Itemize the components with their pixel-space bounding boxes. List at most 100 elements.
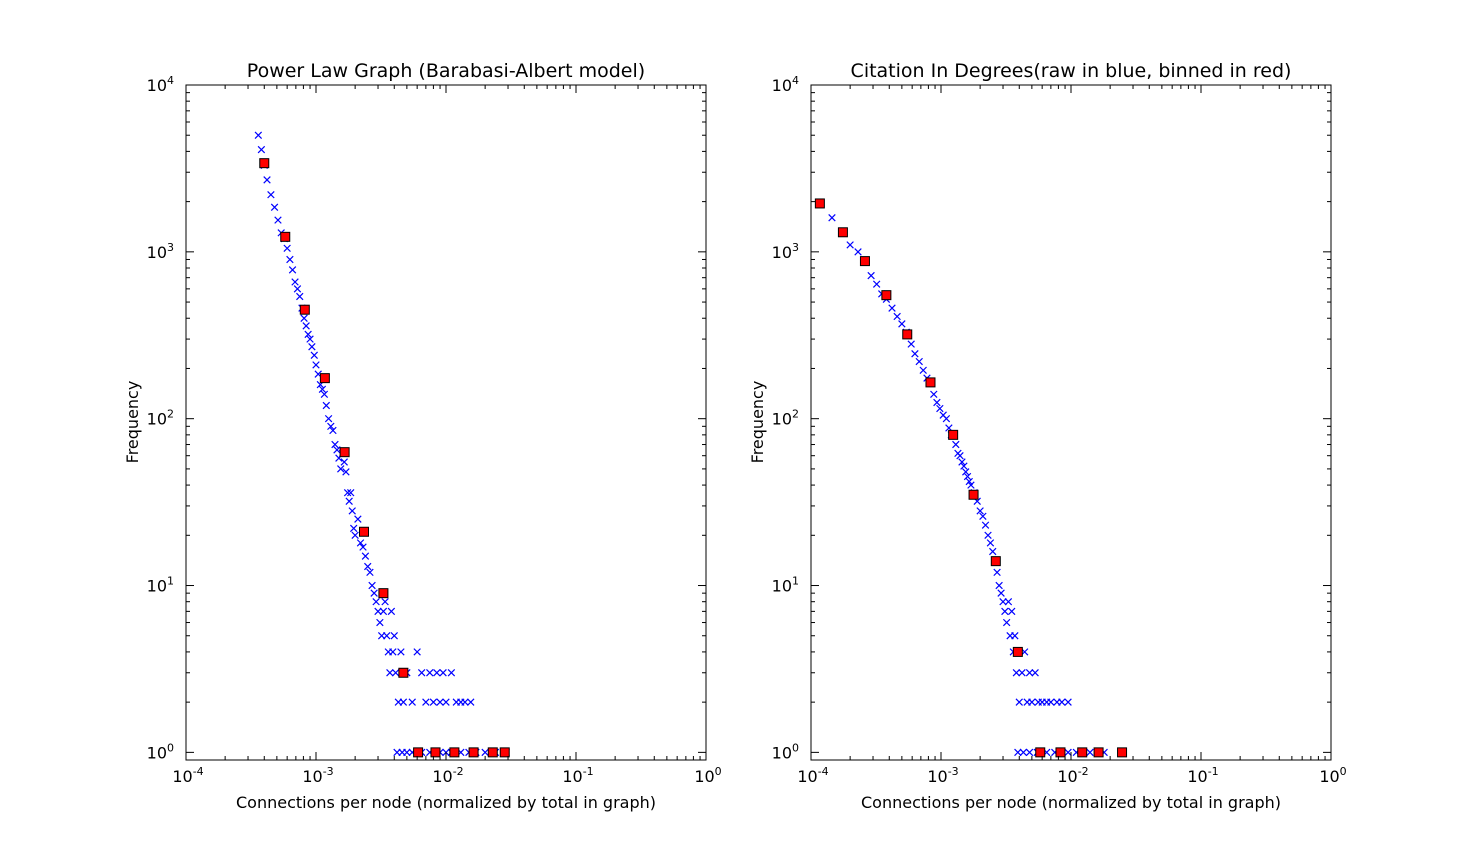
data-point-raw: [331, 440, 339, 449]
data-point-raw: [327, 422, 335, 431]
data-point-raw: [368, 581, 376, 590]
data-point-raw: [984, 531, 992, 540]
data-point-raw: [381, 597, 389, 606]
x-tick-label: 10-3: [927, 765, 958, 786]
y-tick-label: 102: [147, 408, 174, 429]
x-tick-label: 10-1: [562, 765, 593, 786]
data-point-raw: [1028, 698, 1036, 706]
data-point-raw: [981, 521, 990, 529]
x-tick-label: 10-1: [1187, 765, 1218, 786]
data-point-raw: [1008, 607, 1016, 616]
data-point-binned: [487, 747, 498, 758]
data-point-raw: [958, 458, 966, 466]
axis-ticks: 10-4 10-3 10-2 10-1 100 100 101 102 103 104: [147, 74, 722, 786]
data-point-raw: [391, 669, 400, 677]
data-point-binned: [925, 377, 936, 388]
data-point-raw: [461, 698, 469, 706]
data-point-raw: [322, 401, 331, 410]
data-point-binned: [413, 747, 424, 758]
data-point-raw: [846, 241, 854, 249]
data-point-binned: [299, 304, 310, 315]
data-point-raw: [397, 648, 405, 656]
data-point-raw: [1015, 698, 1023, 706]
data-point-raw: [907, 340, 915, 348]
data-point-binned: [339, 447, 350, 458]
data-point-raw: [257, 145, 266, 154]
data-point-raw: [374, 607, 382, 616]
data-point-raw: [296, 292, 304, 301]
data-point-raw: [1025, 669, 1034, 677]
data-point-raw: [366, 568, 374, 577]
x-tick-label: 100: [1319, 765, 1346, 786]
data-point-raw: [898, 320, 906, 328]
data-point-binned: [1077, 747, 1088, 758]
data-point-binned: [1055, 747, 1066, 758]
data-point-raw: [989, 547, 997, 556]
data-point-raw: [1047, 698, 1055, 706]
data-point-raw: [293, 285, 302, 293]
x-tick-label: 10-4: [172, 765, 203, 786]
data-point-raw: [422, 698, 430, 706]
plot-frame: [810, 84, 1332, 761]
data-point-raw: [333, 446, 341, 454]
data-point-raw: [291, 278, 299, 286]
plot-marks: [814, 198, 1128, 758]
data-point-raw: [312, 361, 320, 369]
data-point-raw: [1064, 748, 1072, 757]
y-tick-label: 102: [772, 408, 799, 429]
data-point-raw: [270, 203, 279, 211]
data-point-raw: [999, 597, 1007, 606]
y-tick-label: 104: [772, 74, 799, 95]
data-point-raw: [1004, 597, 1013, 606]
chart-title: Citation In Degrees(raw in blue, binned …: [851, 60, 1292, 82]
data-point-raw: [302, 322, 310, 330]
data-point-raw: [345, 497, 353, 505]
data-point-raw: [911, 350, 919, 358]
data-point-raw: [986, 539, 995, 547]
plot-frame: [185, 84, 707, 761]
data-point-raw: [361, 552, 370, 560]
data-point-raw: [997, 589, 1005, 597]
data-point-raw: [963, 472, 972, 481]
data-point-raw: [1014, 748, 1022, 757]
data-point-raw: [347, 488, 355, 497]
data-point-raw: [1086, 748, 1094, 757]
plot-marks: [254, 131, 510, 758]
data-point-raw: [942, 414, 951, 423]
data-point-raw: [318, 385, 327, 394]
data-point-binned: [468, 747, 479, 758]
data-point-raw: [386, 669, 394, 677]
data-point-raw: [390, 632, 398, 640]
x-axis-label: Connections per node (normalized by tota…: [861, 793, 1281, 812]
data-point-binned: [1117, 747, 1128, 758]
x-tick-label: 10-2: [1057, 765, 1088, 786]
data-point-binned: [1093, 747, 1104, 758]
data-point-raw: [354, 515, 362, 523]
data-point-raw: [933, 398, 941, 407]
data-point-raw: [389, 648, 397, 656]
data-point-raw: [403, 748, 411, 757]
data-point-binned: [1035, 747, 1046, 758]
y-axis-label: Frequency: [748, 381, 767, 464]
data-point-raw: [1019, 748, 1028, 757]
data-point-raw: [417, 669, 426, 677]
axis-ticks: 10-4 10-3 10-2 10-1 100 100 101 102 103 104: [772, 74, 1347, 786]
data-point-raw: [1025, 748, 1034, 757]
x-axis-label: Connections per node (normalized by tota…: [236, 793, 656, 812]
chart-power-law: Power Law Graph (Barabasi-Albert model) …: [123, 60, 722, 812]
data-point-raw: [349, 524, 358, 533]
data-point-raw: [1001, 607, 1009, 616]
data-point-raw: [372, 597, 380, 606]
data-point-binned: [881, 290, 892, 301]
x-tick-label: 10-2: [432, 765, 463, 786]
data-point-raw: [915, 357, 923, 366]
data-point-binned: [948, 429, 959, 440]
data-point-binned: [1012, 646, 1023, 657]
data-point-raw: [893, 312, 901, 321]
data-point-raw: [956, 451, 964, 460]
data-point-raw: [960, 462, 968, 470]
data-point-raw: [288, 266, 297, 274]
data-point-raw: [436, 698, 444, 706]
